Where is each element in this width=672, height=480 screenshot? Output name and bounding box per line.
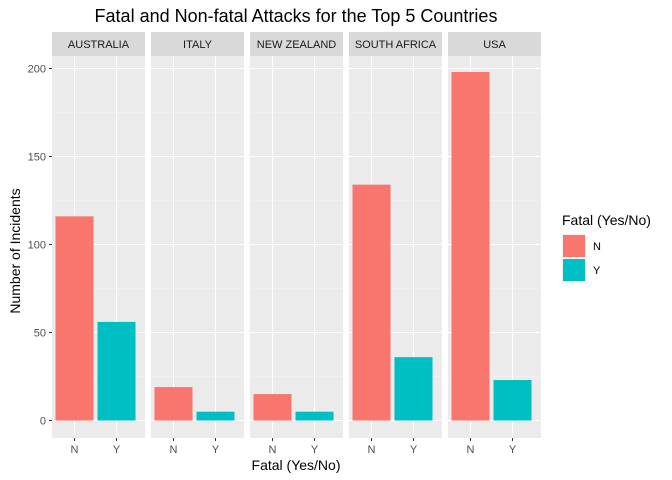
facet-strip — [349, 32, 442, 56]
bar-usa-y — [493, 380, 532, 421]
x-tick-label: N — [170, 444, 178, 456]
facet-panel: ITALY N Y — [151, 32, 244, 456]
facet-panel: AUSTRALIA N Y — [52, 32, 145, 456]
facet-strip — [448, 32, 541, 56]
x-tick-label: Y — [311, 444, 319, 456]
x-tick-label: Y — [509, 444, 517, 456]
x-tick-label: Y — [212, 444, 220, 456]
bar-new-zealand-n — [253, 394, 292, 421]
facet-strip — [52, 32, 145, 56]
facet-panel: USA N Y — [448, 32, 541, 456]
x-tick-label: N — [467, 444, 475, 456]
x-tick-label: Y — [410, 444, 418, 456]
x-tick-label: Y — [113, 444, 121, 456]
legend-title: Fatal (Yes/No) — [562, 212, 651, 228]
y-tick-label: 150 — [28, 152, 46, 164]
bar-italy-n — [154, 387, 193, 421]
facet-strip — [250, 32, 343, 56]
bar-south-africa-n — [352, 184, 391, 421]
x-tick-label: N — [71, 444, 79, 456]
bar-australia-n — [55, 216, 94, 421]
bar-south-africa-y — [394, 357, 433, 421]
legend-label-n: N — [593, 241, 601, 253]
bar-usa-n — [451, 72, 490, 421]
facet-panel: NEW ZEALAND N Y — [250, 32, 343, 456]
facet-strip-label: USA — [483, 39, 506, 51]
legend-swatch-n — [563, 235, 585, 257]
y-tick-label: 200 — [28, 64, 46, 76]
panel-background — [151, 56, 244, 438]
facet-strip-label: NEW ZEALAND — [257, 39, 337, 51]
bar-italy-y — [196, 411, 235, 421]
bar-new-zealand-y — [295, 411, 334, 421]
facet-strip-label: ITALY — [183, 39, 213, 51]
chart-title: Fatal and Non-fatal Attacks for the Top … — [95, 6, 498, 26]
y-tick-label: 100 — [28, 240, 46, 252]
facet-strip-label: AUSTRALIA — [68, 39, 130, 51]
facet-strip — [151, 32, 244, 56]
facet-panel: SOUTH AFRICA N Y — [349, 32, 442, 456]
panel-background — [250, 56, 343, 438]
x-axis-title: Fatal (Yes/No) — [252, 457, 341, 473]
legend-swatch-y — [563, 259, 585, 281]
y-axis-title: Number of Incidents — [7, 188, 23, 313]
x-tick-label: N — [269, 444, 277, 456]
y-axis: 0 50 100 150 200 — [28, 64, 52, 428]
y-tick-label: 50 — [34, 328, 46, 340]
legend-label-y: Y — [593, 265, 601, 277]
bar-australia-y — [97, 321, 136, 421]
y-tick-label: 0 — [40, 416, 46, 428]
facet-strip-label: SOUTH AFRICA — [355, 39, 437, 51]
x-tick-label: N — [368, 444, 376, 456]
legend: Fatal (Yes/No) NY — [562, 212, 651, 282]
